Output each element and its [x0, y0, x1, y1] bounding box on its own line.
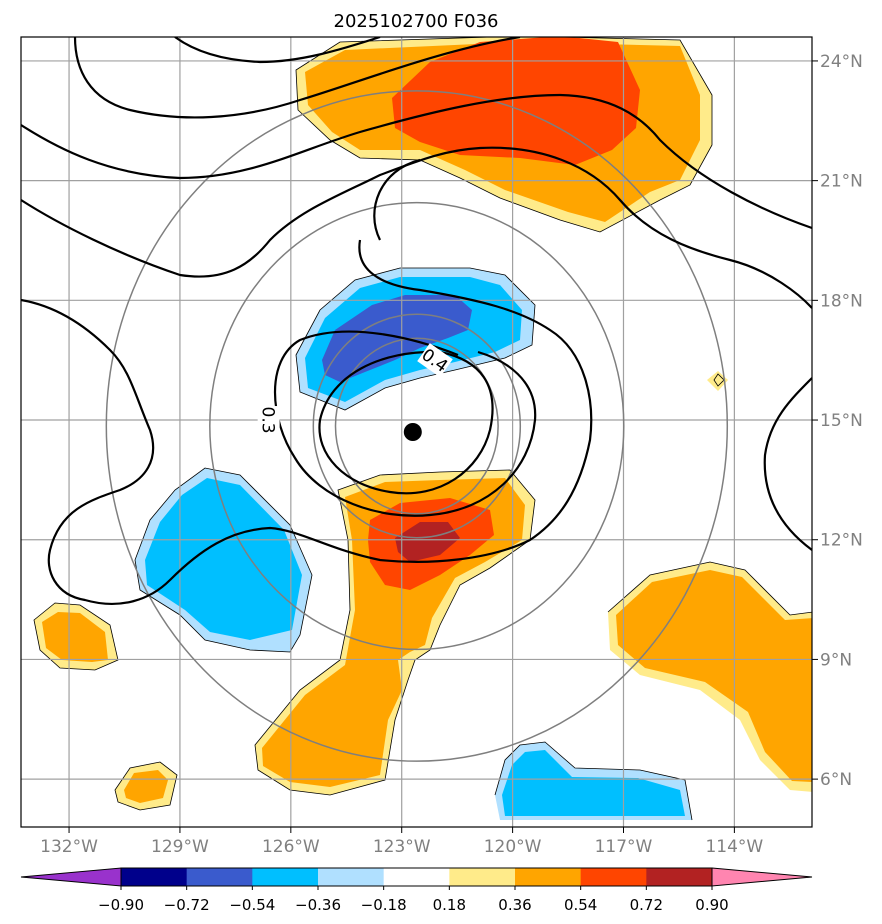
range-ring-1	[312, 313, 522, 539]
colorbar-segment	[580, 868, 647, 886]
colorbar-tick-label: −0.36	[295, 896, 341, 914]
y-tick-label: 12°N	[820, 531, 863, 551]
y-tick-label: 24°N	[820, 52, 863, 72]
shaded-negative-royalblue	[322, 295, 472, 382]
x-tick-label: 120°W	[484, 837, 542, 857]
contour-line-north-3	[21, 93, 812, 230]
colorbar-tick-label: 0.90	[695, 896, 728, 914]
thin-outline-contours	[33, 37, 812, 821]
range-ring-2	[209, 201, 625, 651]
contour-label-background	[257, 406, 280, 435]
contour-line-low-ring	[318, 350, 494, 495]
colorbar-segment	[186, 868, 253, 886]
line-contours	[21, 37, 812, 605]
y-axis: 6°N 9°N 12°N 15°N 18°N 21°N 24°N	[812, 52, 863, 790]
range-ring-0	[334, 337, 499, 515]
x-tick-label: 117°W	[595, 837, 653, 857]
range-ring-3	[105, 90, 729, 762]
y-tick-label: 9°N	[820, 650, 852, 670]
range-rings	[105, 90, 729, 762]
chart-title: 2025102700 F036	[334, 11, 499, 32]
colorbar-segment	[515, 868, 582, 886]
colorbar-segment	[383, 868, 450, 886]
contour-line-east-2	[763, 377, 812, 551]
colorbar-tick-label: 0.18	[433, 896, 466, 914]
contour-line-north-2	[174, 37, 381, 64]
colorbar-segment	[449, 868, 516, 886]
contour-label-background	[417, 343, 453, 378]
x-tick-label: 132°W	[40, 837, 98, 857]
colorbar-tick-label: 0.72	[630, 896, 663, 914]
contour-line-closed-around-center	[274, 330, 537, 517]
colorbar-tick-label: −0.72	[164, 896, 210, 914]
colorbar: −0.90 −0.72 −0.54 −0.36 −0.18 0.18 0.36 0.54 0.7…	[20, 867, 813, 914]
colorbar-segment	[646, 868, 713, 886]
colorbar-tick-label: −0.90	[98, 896, 144, 914]
contour-label-0-3-text: 0.3	[258, 407, 278, 434]
colorbar-segment	[252, 868, 319, 886]
colorbar-tick-label: 0.36	[498, 896, 531, 914]
y-tick-label: 18°N	[820, 291, 863, 311]
contour-line-east-1	[373, 158, 421, 241]
y-tick-label: 21°N	[820, 172, 863, 192]
contour-label-0-3: 0.3	[257, 406, 280, 435]
x-tick-label: 123°W	[373, 837, 431, 857]
colorbar-segment	[318, 868, 385, 886]
colorbar-tick-label: −0.18	[361, 896, 407, 914]
shaded-positive-darkred	[395, 522, 460, 562]
x-tick-label: 126°W	[262, 837, 320, 857]
x-tick-label: 114°W	[705, 837, 763, 857]
colorbar-extend-high	[711, 867, 813, 887]
contour-line-north-1	[73, 37, 521, 119]
contour-line-north-4	[21, 146, 812, 309]
colorbar-segment	[121, 868, 188, 886]
colorbar-tick-label: 0.54	[564, 896, 597, 914]
y-tick-label: 15°N	[820, 411, 863, 431]
map-frame	[20, 36, 813, 828]
y-tick-label: 6°N	[820, 770, 852, 790]
colorbar-outline	[120, 867, 713, 887]
colorbar-tick-label: −0.54	[229, 896, 275, 914]
x-axis: 132°W 129°W 126°W 123°W 120°W 117°W 114°W	[40, 827, 763, 857]
storm-center-marker	[403, 423, 422, 441]
x-tick-label: 129°W	[151, 837, 209, 857]
colorbar-extend-low	[20, 867, 122, 887]
contour-line-curving	[21, 239, 593, 605]
